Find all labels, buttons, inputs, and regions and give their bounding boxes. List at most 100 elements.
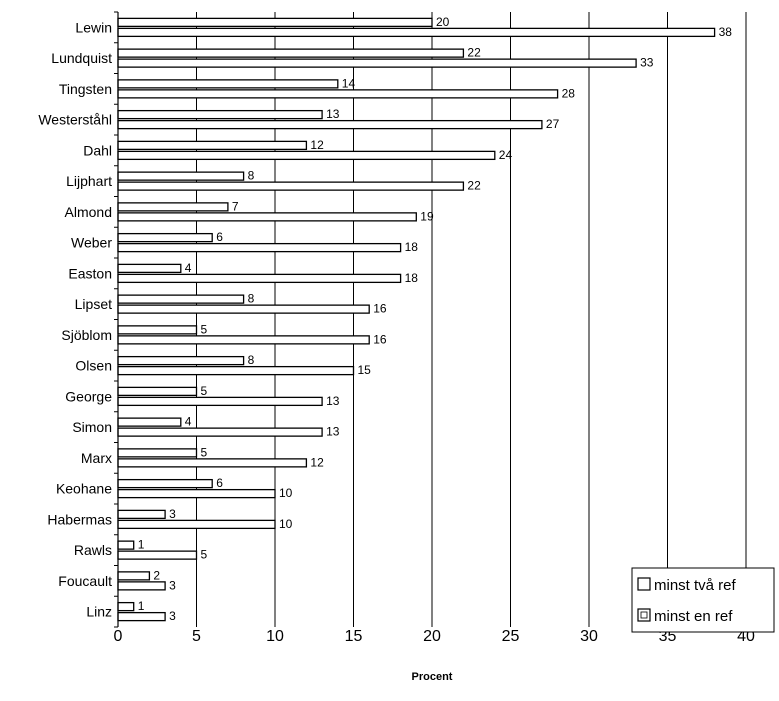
x-tick-label-20: 20 [423, 628, 441, 645]
x-tick-label-10: 10 [266, 628, 284, 645]
value-label-marx-minst-tva-ref: 5 [201, 445, 208, 459]
value-label-tingsten-minst-en-ref: 28 [562, 86, 576, 100]
bar-habermas-minst-en-ref [117, 519, 276, 530]
bar-almond-minst-en-ref [117, 212, 417, 222]
bar-keohane-minst-tva-ref [117, 478, 213, 489]
bar-dahl-minst-tva-ref [117, 140, 308, 151]
bar-foucault-minst-tva-ref [117, 571, 151, 581]
bar-lewin-minst-tva-ref [117, 17, 433, 28]
legend: minst två ref minst en ref [631, 567, 775, 633]
category-label-easton: Easton [68, 265, 112, 281]
value-label-easton-minst-en-ref: 18 [405, 271, 419, 285]
category-label-lewin: Lewin [75, 19, 112, 35]
value-label-olsen-minst-en-ref: 15 [358, 363, 372, 377]
value-label-habermas-minst-tva-ref: 3 [169, 507, 176, 521]
bar-habermas-minst-tva-ref [117, 509, 166, 520]
value-label-linz-minst-en-ref: 3 [169, 609, 176, 623]
bar-george-minst-tva-ref [117, 386, 198, 397]
category-label-habermas: Habermas [47, 511, 112, 527]
value-label-westerstahl-minst-tva-ref: 13 [326, 107, 340, 121]
bar-linz-minst-en-ref [117, 611, 166, 622]
bar-linz-minst-tva-ref [117, 601, 135, 612]
bar-keohane-minst-en-ref [117, 488, 276, 499]
legend-swatch-minst-en-ref [637, 608, 651, 622]
category-label-george: George [65, 388, 112, 404]
value-label-rawls-minst-tva-ref: 1 [138, 538, 145, 552]
category-label-tingsten: Tingsten [59, 81, 112, 97]
value-label-westerstahl-minst-en-ref: 27 [546, 117, 560, 131]
bar-easton-minst-en-ref [117, 273, 402, 284]
value-label-easton-minst-tva-ref: 4 [185, 261, 192, 275]
x-tick-label-5: 5 [192, 628, 201, 645]
value-label-almond-minst-tva-ref: 7 [232, 199, 239, 213]
category-label-sjoblom: Sjöblom [61, 327, 112, 343]
value-label-habermas-minst-en-ref: 10 [279, 517, 293, 531]
x-tick-label-25: 25 [502, 628, 520, 645]
x-tick-label-15: 15 [345, 628, 363, 645]
bar-weber-minst-tva-ref [117, 232, 213, 243]
value-label-sjoblom-minst-tva-ref: 5 [201, 322, 208, 336]
category-label-foucault: Foucault [58, 573, 112, 589]
value-label-george-minst-tva-ref: 5 [201, 384, 208, 398]
bar-george-minst-en-ref [117, 396, 323, 407]
bar-marx-minst-tva-ref [117, 448, 198, 458]
bar-rawls-minst-en-ref [117, 550, 198, 560]
value-label-weber-minst-en-ref: 18 [405, 240, 419, 254]
value-label-olsen-minst-tva-ref: 8 [248, 353, 255, 367]
legend-swatch-minst-tva-ref [637, 577, 651, 591]
grid-lines [114, 11, 747, 628]
value-label-lijphart-minst-en-ref: 22 [467, 179, 481, 193]
value-label-keohane-minst-en-ref: 10 [279, 486, 293, 500]
value-label-lewin-minst-en-ref: 38 [719, 25, 733, 39]
value-label-sjoblom-minst-en-ref: 16 [373, 332, 387, 346]
legend-label-minst-tva-ref: minst två ref [654, 577, 737, 594]
bar-lundquist-minst-tva-ref [117, 48, 465, 58]
bar-easton-minst-tva-ref [117, 263, 182, 274]
category-label-rawls: Rawls [74, 542, 112, 558]
category-label-westerstahl: Westerståhl [38, 112, 112, 128]
category-label-olsen: Olsen [75, 358, 112, 374]
value-label-lewin-minst-tva-ref: 20 [436, 15, 450, 29]
category-label-lundquist: Lundquist [51, 50, 112, 66]
value-label-weber-minst-tva-ref: 6 [216, 230, 223, 244]
value-label-dahl-minst-tva-ref: 12 [310, 138, 324, 152]
bar-lijphart-minst-tva-ref [117, 171, 245, 181]
value-label-marx-minst-en-ref: 12 [310, 455, 324, 469]
value-label-lipset-minst-tva-ref: 8 [248, 292, 255, 306]
category-label-linz: Linz [86, 604, 112, 620]
x-axis-title: Procent [412, 671, 453, 683]
bar-simon-minst-en-ref [117, 427, 323, 437]
bars-group: 2038223314281327122482271961841881651681… [117, 15, 733, 623]
category-label-almond: Almond [65, 204, 112, 220]
category-labels: Lewin Lundquist Tingsten Westerståhl Dahl Lij… [38, 19, 112, 619]
value-label-simon-minst-tva-ref: 4 [185, 415, 192, 429]
value-label-almond-minst-en-ref: 19 [420, 209, 434, 223]
value-label-george-minst-en-ref: 13 [326, 394, 340, 408]
category-label-weber: Weber [71, 235, 112, 251]
bar-tingsten-minst-en-ref [117, 89, 559, 99]
bar-sjoblom-minst-en-ref [117, 335, 370, 345]
bar-marx-minst-en-ref [117, 458, 308, 468]
x-tick-label-30: 30 [580, 628, 598, 645]
value-label-rawls-minst-en-ref: 5 [201, 548, 208, 562]
legend-box [631, 567, 775, 633]
value-label-dahl-minst-en-ref: 24 [499, 148, 513, 162]
category-label-simon: Simon [72, 419, 112, 435]
category-label-lijphart: Lijphart [66, 173, 112, 189]
value-label-lundquist-minst-tva-ref: 22 [467, 46, 481, 60]
bar-olsen-minst-tva-ref [117, 355, 245, 366]
bar-weber-minst-en-ref [117, 242, 402, 253]
bar-rawls-minst-tva-ref [117, 540, 135, 550]
bar-foucault-minst-en-ref [117, 581, 166, 591]
bar-westerstahl-minst-en-ref [117, 119, 543, 130]
bar-lipset-minst-tva-ref [117, 294, 245, 304]
category-label-lipset: Lipset [75, 296, 112, 312]
bar-lipset-minst-en-ref [117, 304, 370, 314]
category-label-dahl: Dahl [83, 142, 112, 158]
value-label-simon-minst-en-ref: 13 [326, 425, 340, 439]
category-label-marx: Marx [81, 450, 112, 466]
bar-westerstahl-minst-tva-ref [117, 109, 323, 120]
bar-sjoblom-minst-tva-ref [117, 325, 198, 335]
x-tick-label-0: 0 [114, 628, 123, 645]
